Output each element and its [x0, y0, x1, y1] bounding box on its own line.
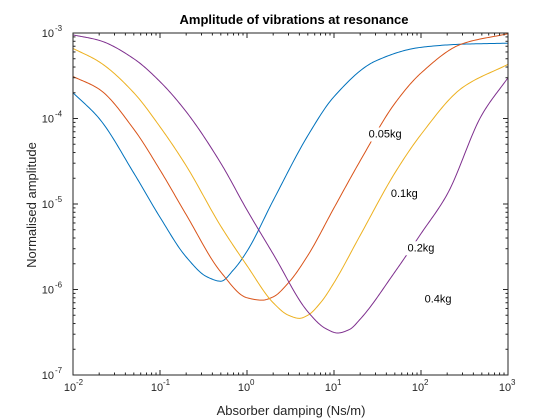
x-axis-ticks: 10 -2 10 -1 10 0 10 1 10 2 10 3 [64, 33, 516, 394]
x-tick-label-base: 10 [64, 382, 76, 394]
annotations: 0.05kg 0.1kg 0.2kg 0.4kg [366, 127, 454, 307]
y-tick-label-base: 10 [42, 114, 54, 126]
y-tick-label: 10 -3 [42, 24, 63, 40]
y-tick-label-base: 10 [42, 285, 54, 297]
y-tick-label-exponent: -7 [55, 366, 63, 375]
x-axis-label: Absorber damping (Ns/m) [217, 403, 366, 418]
series-line-0 [73, 42, 508, 282]
y-tick-label: 10 -6 [42, 281, 63, 297]
annotation-label: 0.05kg [369, 128, 402, 140]
series-line-2 [73, 47, 508, 319]
x-tick-label-exponent: 2 [424, 378, 429, 387]
annotation-label: 0.2kg [408, 242, 435, 254]
annotation-background [366, 127, 404, 142]
x-tick-label: 10 3 [499, 378, 516, 394]
annotation-2: 0.2kg [405, 241, 437, 256]
annotation-1: 0.1kg [388, 187, 420, 202]
x-tick-label-base: 10 [238, 382, 250, 394]
y-axis-ticks: 10-710-610-510-410-3 [42, 24, 508, 382]
y-tick-label-base: 10 [42, 28, 54, 40]
y-tick-label-base: 10 [42, 370, 54, 382]
series-line-1 [73, 33, 508, 301]
plot-lines [73, 33, 508, 334]
y-tick-label: 10 -7 [42, 366, 63, 382]
annotation-background [422, 292, 454, 307]
x-tick-label-base: 10 [151, 382, 163, 394]
annotation-background [388, 187, 420, 202]
y-tick-label-exponent: -6 [55, 281, 63, 290]
y-tick-label-base: 10 [42, 199, 54, 211]
y-tick-label-exponent: -3 [55, 24, 63, 33]
x-tick-label: 10 1 [325, 378, 342, 394]
x-tick-label-exponent: 3 [511, 378, 516, 387]
annotation-label: 0.1kg [391, 188, 418, 200]
y-axis-label: Normalised amplitude [24, 142, 39, 268]
annotation-3: 0.4kg [422, 292, 454, 307]
series-line-3 [73, 34, 508, 334]
x-tick-label-exponent: -1 [163, 378, 171, 387]
x-tick-label: 10 -2 [64, 378, 84, 394]
annotation-label: 0.4kg [425, 294, 452, 306]
x-tick-label: 10 2 [412, 378, 429, 394]
annotation-background [405, 241, 437, 256]
x-tick-label-base: 10 [325, 382, 337, 394]
x-tick-label-base: 10 [412, 382, 424, 394]
y-tick-label: 10 -4 [42, 110, 63, 126]
y-tick-label-exponent: -5 [55, 195, 63, 204]
x-tick-label: 10 -1 [151, 378, 171, 394]
annotation-0: 0.05kg [366, 127, 404, 142]
chart-title: Amplitude of vibrations at resonance [180, 12, 409, 27]
x-tick-label-exponent: 0 [250, 378, 255, 387]
x-tick-label-base: 10 [499, 382, 511, 394]
x-tick-label: 10 0 [238, 378, 255, 394]
y-tick-label-exponent: -4 [55, 110, 63, 119]
y-tick-label: 10 -5 [42, 195, 63, 211]
x-tick-label-exponent: -2 [76, 378, 84, 387]
x-tick-label-exponent: 1 [337, 378, 342, 387]
